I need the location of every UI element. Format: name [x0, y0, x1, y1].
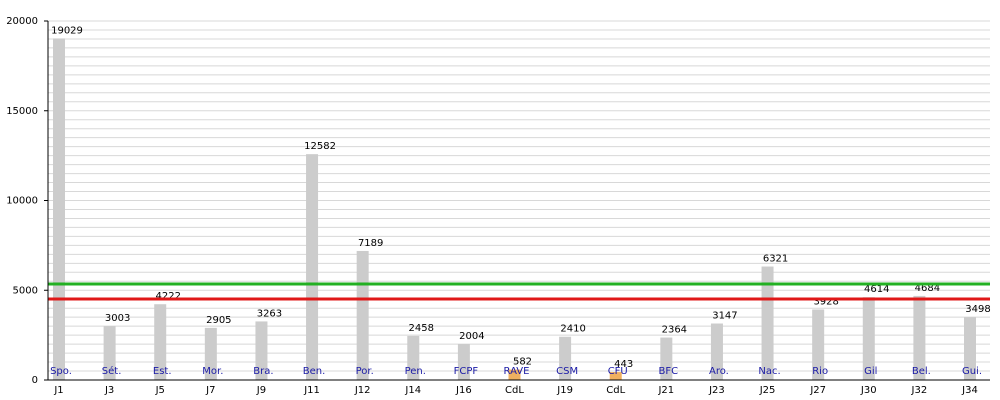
y-tick-label: 20000: [6, 16, 38, 27]
value-label: 443: [614, 359, 633, 370]
opponent-label: Gui.: [962, 366, 982, 377]
bar: [204, 327, 217, 380]
bar: [457, 344, 470, 380]
value-label: 4614: [864, 284, 889, 295]
value-label: 2364: [662, 325, 687, 336]
value-label: 2410: [560, 324, 585, 335]
y-tick-label: 10000: [6, 196, 38, 207]
bar: [559, 336, 572, 380]
opponent-label: Nac.: [758, 366, 780, 377]
opponent-label: Mor.: [202, 366, 223, 377]
bar: [407, 335, 420, 380]
opponent-label: CFU: [608, 366, 628, 377]
opponent-label: Rio: [812, 366, 828, 377]
bar: [306, 154, 319, 380]
value-label: 4222: [155, 291, 180, 302]
x-tick-label: J25: [759, 385, 776, 396]
y-tick-label: 5000: [13, 285, 38, 296]
x-tick-label: J21: [657, 385, 674, 396]
value-label: 4684: [915, 283, 940, 294]
opponent-label: Est.: [153, 366, 172, 377]
x-tick-label: J30: [860, 385, 877, 396]
value-label: 3147: [712, 311, 737, 322]
value-label: 3003: [105, 313, 130, 324]
x-tick-label: J27: [809, 385, 826, 396]
x-tick-label: J16: [455, 385, 472, 396]
opponent-label: FCPF: [454, 366, 479, 377]
value-label: 2905: [206, 315, 231, 326]
opponent-label: Gil: [864, 366, 877, 377]
x-tick-label: J1: [53, 385, 63, 396]
bar: [761, 266, 774, 380]
bar: [710, 323, 723, 380]
x-tick-label: J19: [556, 385, 573, 396]
bar: [812, 309, 825, 380]
x-tick-label: J3: [104, 385, 114, 396]
x-tick-label: J32: [911, 385, 928, 396]
value-label: 12582: [304, 141, 336, 152]
bar: [964, 317, 976, 380]
x-tick-label: J23: [708, 385, 725, 396]
value-label: 7189: [358, 238, 383, 249]
bar: [154, 304, 167, 380]
bar: [862, 297, 875, 380]
bar: [103, 326, 116, 380]
bar: [609, 372, 622, 380]
opponent-label: BFC: [659, 366, 679, 377]
bar: [53, 38, 65, 381]
opponent-label: Por.: [356, 366, 374, 377]
value-label: 19029: [51, 25, 83, 36]
opponent-label: Aro.: [709, 366, 729, 377]
value-label: 2004: [459, 331, 484, 342]
bar: [660, 337, 673, 380]
x-tick-label: J14: [404, 385, 421, 396]
opponent-label: RAVE: [504, 366, 530, 377]
bar: [913, 295, 926, 380]
opponent-label: Spo.: [50, 366, 72, 377]
bar: [508, 369, 521, 380]
opponent-label: Bel.: [912, 366, 931, 377]
x-tick-label: J5: [155, 385, 165, 396]
x-tick-label: J12: [354, 385, 371, 396]
value-label: 3498: [965, 304, 990, 315]
y-tick-label: 0: [32, 375, 38, 386]
value-label: 6321: [763, 254, 788, 265]
opponent-label: Bra.: [253, 366, 273, 377]
x-tick-label: J7: [205, 385, 215, 396]
bar: [255, 321, 268, 380]
bar: [356, 250, 369, 380]
x-tick-label: J9: [256, 385, 266, 396]
value-label: 582: [513, 357, 532, 368]
value-label: 2458: [409, 323, 434, 334]
opponent-label: Pen.: [405, 366, 426, 377]
value-label: 3263: [257, 308, 282, 319]
x-tick-label: CdL: [606, 385, 625, 396]
opponent-label: CSM: [556, 366, 578, 377]
x-tick-label: CdL: [505, 385, 524, 396]
opponent-label: Ben.: [303, 366, 326, 377]
y-tick-label: 15000: [6, 106, 38, 117]
opponent-label: Sét.: [102, 365, 122, 377]
x-tick-label: J34: [961, 385, 978, 396]
value-label: 3928: [813, 296, 838, 307]
x-tick-label: J11: [303, 385, 320, 396]
